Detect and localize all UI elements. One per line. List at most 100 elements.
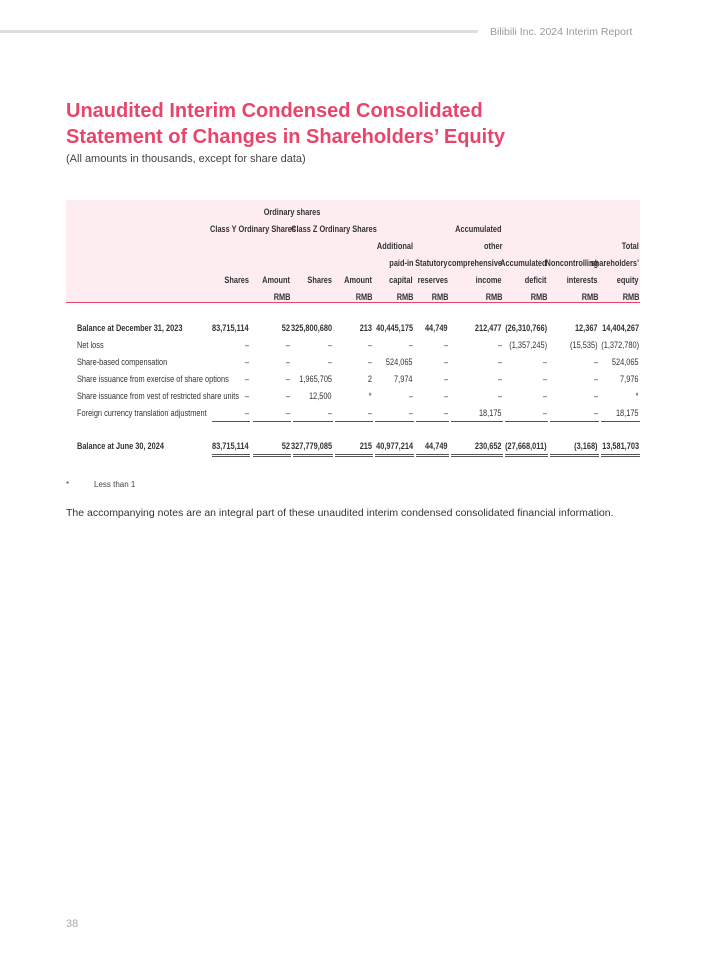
column-header: shareholders’ [590,258,639,268]
table-subgroup: Class Z Ordinary Shares [291,224,377,234]
total-rule [601,456,640,457]
column-header: Amount [344,275,372,285]
cell: – [367,408,372,418]
column-header: capital [389,275,413,285]
total-rule [416,456,449,457]
cell: – [593,408,598,418]
subtotal-rule [416,421,449,422]
cell: – [285,357,290,367]
column-header: comprehensive [447,258,502,268]
running-title: Bilibili Inc. 2024 Interim Report [490,26,633,38]
cell: – [327,340,332,350]
subtotal-rule [505,421,548,422]
column-header: deficit [525,275,547,285]
total-rule [253,456,291,457]
total-rule [212,456,250,457]
cell: 12,367 [575,323,598,333]
title-line: Statement of Changes in Shareholders’ Eq… [66,126,505,148]
cell: 213 [359,323,372,333]
column-header: Noncontrolling [545,258,598,268]
cell: – [408,340,413,350]
total-rule [335,454,373,455]
cell: 40,445,175 [376,323,413,333]
column-header: Amount [262,275,290,285]
cell: – [408,408,413,418]
total-rule [253,454,291,455]
cell: – [497,340,502,350]
cell: 230,652 [475,441,502,451]
cell: – [244,408,249,418]
row-label: Balance at June 30, 2024 [77,441,164,451]
cell: – [285,374,290,384]
cell: – [244,391,249,401]
column-unit: RMB [396,292,413,302]
cell: – [285,340,290,350]
cell: 524,065 [386,357,413,367]
cell: – [367,340,372,350]
header-rule [0,30,478,33]
cell: – [244,340,249,350]
cell: 40,977,214 [376,441,413,451]
table-subgroup: Class Y Ordinary Shares [210,224,296,234]
note: The accompanying notes are an integral p… [66,507,614,519]
cell: (1,372,780) [601,340,639,350]
cell: – [285,408,290,418]
cell: 18,175 [616,408,639,418]
cell: 1,965,705 [299,374,332,384]
row-label: Foreign currency translation adjustment [77,408,207,418]
cell: 13,581,703 [602,441,639,451]
column-header: Accumulated [455,224,502,234]
cell: 212,477 [475,323,502,333]
column-header: equity [617,275,639,285]
cell: 325,800,680 [290,323,332,333]
cell: (26,310,766) [505,323,547,333]
page-number: 38 [66,918,79,930]
cell: – [367,357,372,367]
cell: 52 [281,441,290,451]
subtotal-rule [375,421,414,422]
cell: 524,065 [612,357,639,367]
subtitle: (All amounts in thousands, except for sh… [66,153,306,165]
column-header: income [476,275,502,285]
total-rule [375,456,414,457]
cell: – [443,408,448,418]
cell: – [497,374,502,384]
cell: 44,749 [425,323,448,333]
cell: 7,976 [620,374,639,384]
cell: 215 [359,441,372,451]
row-label: Share issuance from vest of restricted s… [77,391,240,401]
subtotal-rule [335,421,373,422]
cell: – [327,408,332,418]
cell: – [443,374,448,384]
cell: – [443,357,448,367]
cell: 83,715,114 [212,441,249,451]
footnote-text: Less than 1 [94,480,136,489]
cell: (27,668,011) [505,441,547,451]
cell: – [497,357,502,367]
total-rule [451,456,503,457]
cell: 12,500 [309,391,332,401]
cell: – [542,408,547,418]
cell: (3,168) [574,441,598,451]
row-label: Share-based compensation [77,357,168,367]
column-unit: RMB [273,292,290,302]
row-label: Share issuance from exercise of share op… [77,374,229,384]
cell: 14,404,267 [602,323,639,333]
column-unit: RMB [485,292,502,302]
cell: – [244,374,249,384]
cell: – [443,340,448,350]
subtotal-rule [212,421,250,422]
column-header: interests [567,275,598,285]
table-header-rule [66,302,640,303]
title-line: Unaudited Interim Condensed Consolidated [66,100,483,122]
cell: – [327,357,332,367]
subtotal-rule [550,421,599,422]
cell: – [285,391,290,401]
cell: 83,715,114 [212,323,249,333]
column-header: Accumulated [500,258,547,268]
cell: (15,535) [570,340,598,350]
cell: – [542,357,547,367]
column-header: Total [621,241,639,251]
row-label: Net loss [77,340,104,350]
